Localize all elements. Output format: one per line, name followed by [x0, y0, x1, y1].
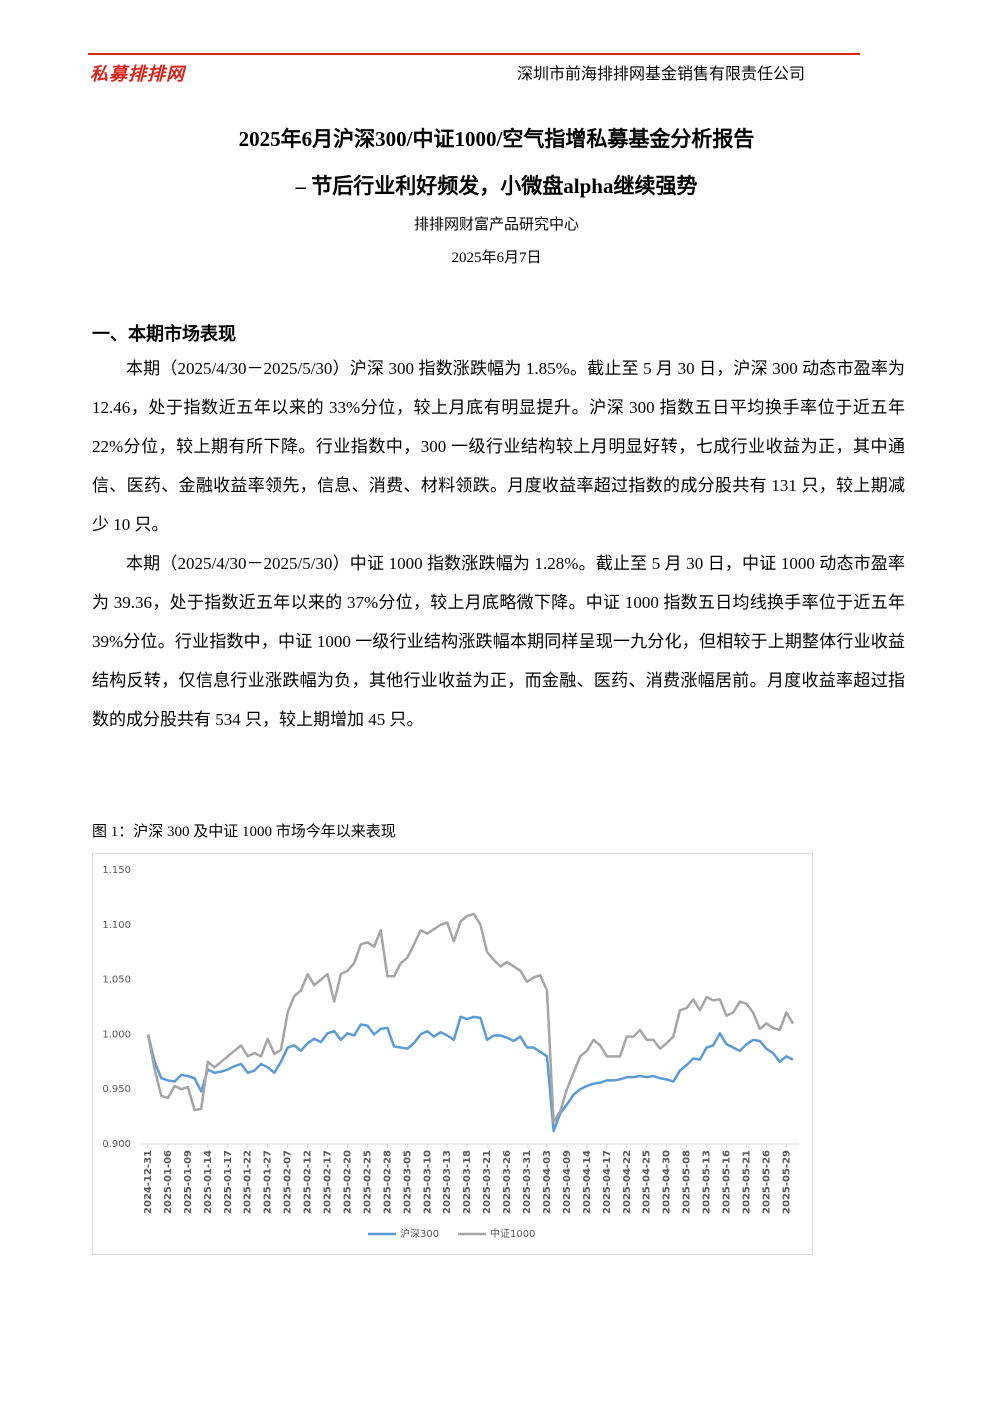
x-tick-label: 2025-04-09 — [562, 1150, 573, 1214]
section-heading: 一、本期市场表现 — [92, 324, 236, 344]
x-tick-label: 2025-04-25 — [642, 1150, 653, 1214]
x-tick-label: 2025-05-13 — [702, 1150, 713, 1214]
y-tick-label: 0.900 — [102, 1139, 131, 1150]
x-tick-label: 2025-02-25 — [362, 1150, 373, 1214]
series-line — [146, 1015, 794, 1133]
chart: 0.900 0.950 1.000 1.050 1.100 1.150 2024-12-31… — [102, 865, 799, 1240]
x-tick-label: 2025-01-17 — [223, 1150, 234, 1214]
x-tick-label: 2025-02-28 — [382, 1150, 393, 1214]
y-tick-label: 0.950 — [102, 1084, 131, 1095]
x-tick-label: 2025-02-12 — [303, 1150, 314, 1214]
x-tick-label: 2025-03-13 — [442, 1150, 453, 1214]
x-tick-label: 2025-02-07 — [283, 1150, 294, 1214]
x-tick-label: 2025-03-05 — [402, 1150, 413, 1214]
x-tick-label: 2025-01-06 — [163, 1150, 174, 1214]
x-tick-label: 2025-01-22 — [243, 1150, 254, 1214]
x-tick-label: 2025-03-21 — [482, 1150, 493, 1214]
y-tick-label: 1.050 — [102, 975, 131, 986]
x-tick-label: 2025-05-26 — [761, 1150, 772, 1214]
x-tick-label: 2025-05-21 — [741, 1150, 752, 1214]
x-tick-label: 2025-03-31 — [522, 1150, 533, 1214]
legend-label: 沪深300 — [400, 1227, 439, 1240]
x-tick-label: 2025-01-14 — [203, 1150, 214, 1214]
header-rule — [88, 53, 860, 55]
x-tick-label: 2025-02-20 — [342, 1150, 353, 1214]
x-tick-label: 2025-04-30 — [662, 1150, 673, 1214]
x-tick-label: 2025-04-17 — [602, 1150, 613, 1214]
x-tick-label: 2025-03-26 — [502, 1150, 513, 1214]
subtitle: – 节后行业利好频发，小微盘alpha继续强势 — [295, 174, 698, 198]
series-line — [146, 912, 795, 1124]
x-tick-label: 2025-01-09 — [183, 1150, 194, 1214]
y-tick-label: 1.150 — [102, 865, 131, 876]
x-tick-label: 2025-05-29 — [781, 1150, 792, 1214]
x-tick-label: 2025-04-22 — [622, 1150, 633, 1214]
logo: 私募排排网 — [90, 64, 185, 85]
author: 排排网财富产品研究中心 — [413, 217, 579, 233]
legend-label: 中证1000 — [490, 1227, 535, 1240]
x-tick-label: 2025-02-17 — [323, 1150, 334, 1214]
paragraph: 本期（2025/4/30－2025/5/30）沪深 300 指数涨跌幅为 1.8… — [92, 359, 905, 534]
paragraph: 本期（2025/4/30－2025/5/30）中证 1000 指数涨跌幅为 1.… — [92, 554, 905, 729]
chart-frame: 0.900 0.950 1.000 1.050 1.100 1.150 2024-12-31… — [92, 853, 813, 1255]
x-tick-label: 2025-03-10 — [422, 1150, 433, 1214]
x-tick-label: 2024-12-31 — [143, 1150, 154, 1214]
title: 2025年6月沪深300/中证1000/空气指增私募基金分析报告 — [238, 127, 755, 151]
x-tick-label: 2025-04-03 — [542, 1150, 553, 1214]
x-tick-label: 2025-03-18 — [462, 1150, 473, 1214]
figure-caption: 图 1：沪深 300 及中证 1000 市场今年以来表现 — [92, 824, 396, 840]
x-tick-label: 2025-05-16 — [722, 1150, 733, 1214]
x-tick-label: 2025-05-08 — [682, 1150, 693, 1214]
y-tick-label: 1.000 — [102, 1029, 131, 1040]
y-tick-label: 1.100 — [102, 920, 131, 931]
x-tick-label: 2025-01-27 — [263, 1150, 274, 1214]
x-tick-label: 2025-04-14 — [582, 1150, 593, 1214]
company: 深圳市前海排排网基金销售有限责任公司 — [516, 66, 805, 83]
date: 2025年6月7日 — [451, 250, 542, 266]
